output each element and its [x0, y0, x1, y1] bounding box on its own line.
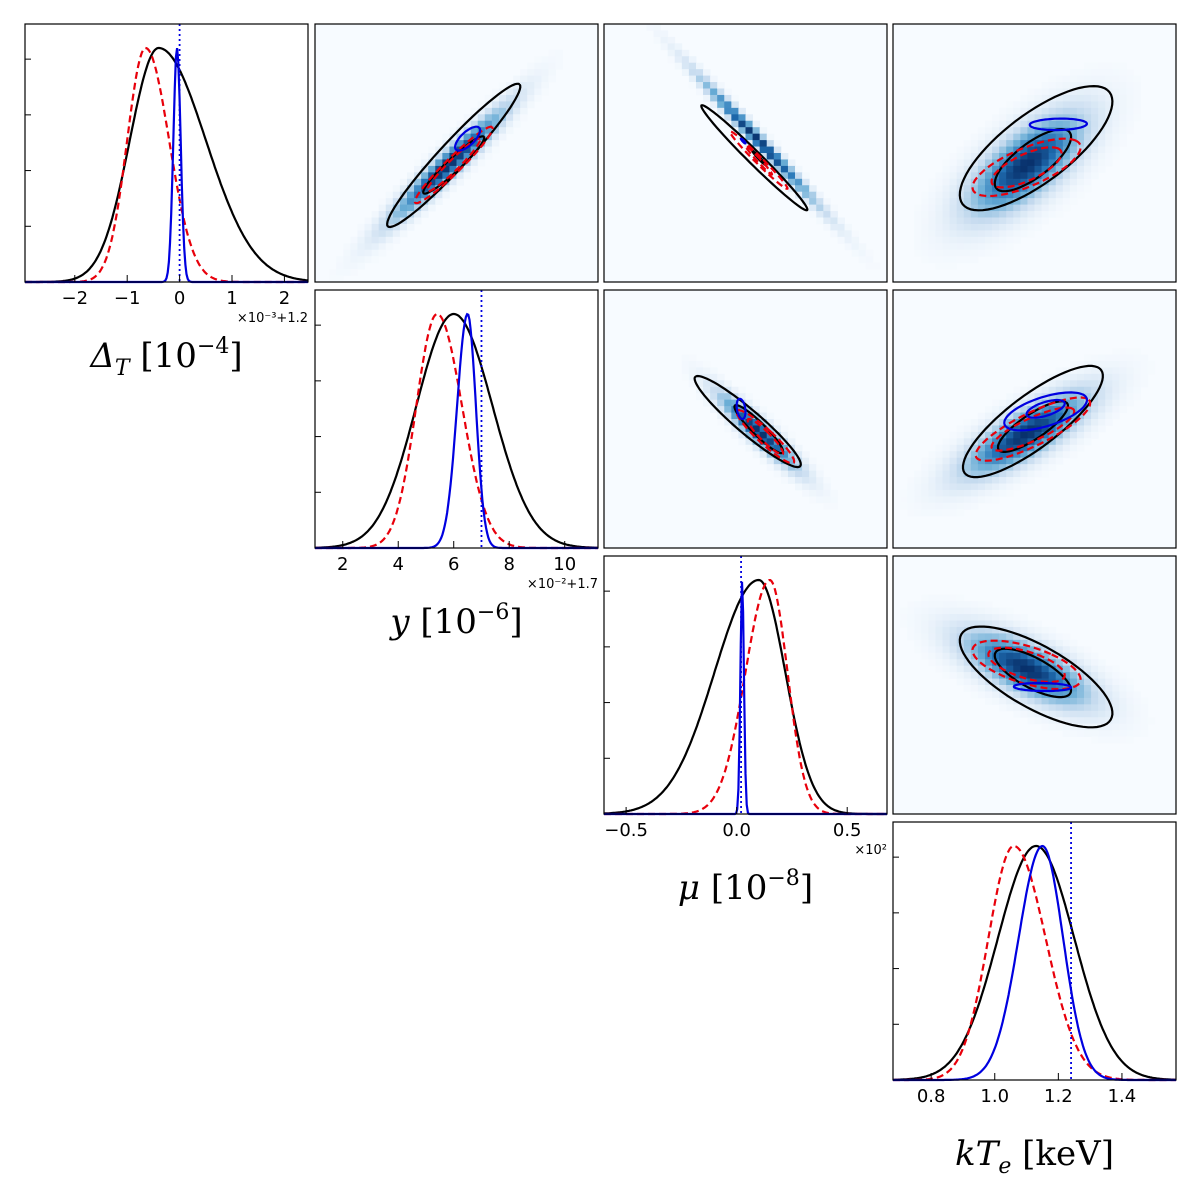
tick-label-y-0: 2: [337, 554, 348, 575]
contour-y-vs-deltaT-series_3-inner: [454, 125, 482, 152]
contour-kTe-vs-deltaT-series_1-outer: [958, 84, 1114, 212]
contour-kTe-vs-mu-series_2-outer: [971, 639, 1082, 691]
tick-label-deltaT-4: 2: [279, 288, 290, 309]
contour-kTe-vs-deltaT-series_2-inner: [990, 146, 1063, 189]
density-kTe-vs-mu: [900, 594, 1156, 744]
marginal-panel-deltaT: −2 −1 0 1 2 ×10⁻³+1.2: [24, 23, 309, 326]
joint-kTe-vs-deltaT-frame: [892, 23, 1177, 283]
marginal-curve-deltaT-series_1: [25, 46, 309, 284]
axis-label-kTe: kTe [keV]: [955, 1134, 1114, 1179]
contour-mu-vs-deltaT-series_3-inner: [739, 137, 747, 145]
contour-kTe-vs-deltaT-series_3-inner: [1028, 117, 1089, 132]
contour-kTe-vs-y-series_3-outer: [1003, 391, 1089, 432]
marginal-y-frame: [314, 289, 599, 549]
marginal-panel-mu: −0.5 0.0 0.5 ×10²: [603, 555, 888, 858]
tick-label-kTe-1: 1.0: [980, 1086, 1009, 1107]
tick-label-mu-0: −0.5: [604, 820, 648, 841]
contour-kTe-vs-deltaT-series_2-outer: [971, 137, 1082, 198]
axis-label-deltaT: ΔT [10−4]: [88, 334, 242, 381]
joint-panel-mu-vs-deltaT: [603, 23, 888, 283]
marginal-curve-mu-series_1: [603, 578, 887, 816]
contour-mu-vs-y-series_2-outer: [735, 408, 796, 465]
contour-mu-vs-y-series_2-inner: [746, 417, 785, 456]
tick-label-deltaT-1: −1: [114, 288, 141, 309]
contour-kTe-vs-mu-series_1-outer: [958, 625, 1114, 729]
joint-mu-vs-deltaT-frame: [603, 23, 888, 283]
tick-label-y-1: 4: [393, 554, 404, 575]
contour-mu-vs-deltaT-series_2-outer: [728, 130, 789, 190]
joint-kTe-vs-mu-frame: [892, 555, 1177, 815]
joint-kTe-vs-y-frame: [892, 289, 1177, 549]
joint-panel-y-vs-deltaT: [314, 23, 599, 283]
marginal-panel-kTe: 0.8 1.0 1.2 1.4: [892, 821, 1177, 1107]
marginal-deltaT-frame: [24, 23, 309, 283]
joint-panel-mu-vs-y: [603, 289, 888, 549]
tick-label-deltaT-2: 0: [174, 288, 185, 309]
density-kTe-vs-deltaT: [914, 62, 1142, 270]
contour-y-vs-deltaT-series_1-outer: [386, 82, 522, 229]
contour-kTe-vs-y-series_1-outer: [961, 364, 1104, 479]
contour-mu-vs-y-series_1-outer: [693, 374, 802, 469]
tick-label-y-3: 8: [503, 554, 514, 575]
joint-panel-kTe-vs-mu: [892, 555, 1177, 815]
marginal-curve-y-series_1: [314, 312, 599, 549]
marginal-kTe-frame: [892, 821, 1177, 1081]
joint-panel-kTe-vs-deltaT: [892, 23, 1177, 283]
offset-text-deltaT: ×10⁻³+1.2: [237, 311, 308, 326]
marginal-panel-y: 2 4 6 8 10 ×10⁻²+1.7: [314, 289, 599, 592]
tick-label-kTe-3: 1.4: [1108, 1086, 1137, 1107]
marginal-mu-frame: [603, 555, 888, 815]
tick-label-deltaT-0: −2: [62, 288, 89, 309]
joint-mu-vs-y-frame: [603, 289, 888, 549]
contour-mu-vs-y-series_3-inner: [735, 397, 747, 421]
tick-label-y-2: 6: [448, 554, 459, 575]
tick-label-kTe-2: 1.2: [1044, 1086, 1073, 1107]
axis-label-y: y [10−6]: [388, 600, 522, 642]
contour-mu-vs-deltaT-series_1-outer: [700, 104, 809, 212]
marginal-curve-kTe-series_1: [893, 844, 1176, 1081]
tick-label-mu-2: 0.5: [833, 820, 862, 841]
joint-y-vs-deltaT-frame: [314, 23, 599, 283]
contour-mu-vs-deltaT-series_2-inner: [744, 144, 774, 176]
offset-text-y: ×10⁻²+1.7: [527, 577, 598, 592]
offset-text-mu: ×10²: [854, 843, 887, 858]
axis-label-mu: μ [10−8]: [678, 866, 813, 908]
contour-kTe-vs-y-series_2-outer: [974, 396, 1092, 462]
tick-label-mu-1: 0.0: [722, 820, 751, 841]
contour-kTe-vs-mu-series_2-inner: [987, 646, 1066, 684]
joint-panel-kTe-vs-y: [892, 289, 1177, 549]
contour-y-vs-deltaT-series_2-inner: [426, 137, 482, 193]
contour-y-vs-deltaT-series_2-outer: [413, 125, 494, 205]
tick-label-y-4: 10: [553, 554, 576, 575]
contour-kTe-vs-y-series_3-inner: [1025, 398, 1066, 419]
contour-kTe-vs-deltaT-series_1-inner: [993, 127, 1073, 193]
contour-mu-vs-y-series_1-inner: [733, 403, 785, 455]
tick-label-deltaT-3: 1: [226, 288, 237, 309]
tick-label-kTe-0: 0.8: [917, 1086, 946, 1107]
contour-kTe-vs-mu-series_3-inner: [1012, 681, 1073, 693]
